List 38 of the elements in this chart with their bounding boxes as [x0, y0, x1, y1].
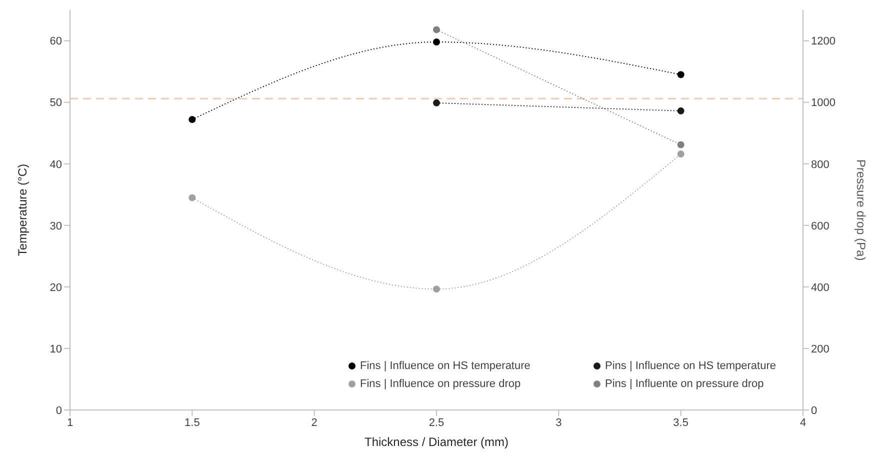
y-tick-label: 20: [50, 282, 62, 294]
point: [677, 71, 684, 78]
y-tick-label: 30: [50, 220, 62, 232]
legend-label: Pins | Influence on HS temperature: [605, 360, 776, 372]
point: [433, 38, 440, 46]
y-tick-label: 10: [50, 343, 62, 356]
y2-tick-label: 0: [811, 404, 818, 417]
y-tick-label: 0: [56, 404, 62, 417]
y-axis-title: Temperature (°C): [15, 164, 30, 256]
y-tick-label: 40: [50, 158, 62, 171]
legend-label: Pins | Influente on pressure drop: [605, 378, 764, 390]
point: [433, 99, 440, 106]
point: [188, 194, 196, 202]
y2-tick-label: 400: [811, 282, 830, 294]
point: [433, 26, 440, 34]
legend-label: Fins | Influence on HS temperature: [360, 360, 530, 372]
y2-tick-label: 200: [811, 343, 830, 356]
x-tick-label: 2.5: [428, 416, 444, 429]
x-axis-title: Thickness / Diameter (mm): [364, 435, 509, 449]
legend-label: Fins | Influence on pressure drop: [360, 378, 521, 390]
y2-tick-label: 800: [811, 158, 830, 171]
y-tick-label: 50: [50, 97, 62, 110]
x-tick-label: 2: [311, 416, 318, 429]
y2-tick-label: 1000: [811, 97, 836, 110]
point: [677, 107, 684, 114]
y2-axis-title: Pressure drop (Pa): [854, 159, 868, 261]
y2-tick-label: 600: [811, 220, 830, 232]
x-tick-label: 4: [800, 416, 806, 429]
x-tick-label: 3.5: [673, 416, 688, 429]
x-tick-label: 1.5: [184, 416, 200, 429]
point: [188, 116, 196, 124]
point: [433, 286, 440, 293]
x-tick-label: 1: [66, 416, 74, 429]
point: [677, 141, 684, 148]
x-tick-label: 3: [556, 416, 562, 429]
y2-tick-label: 1200: [811, 36, 836, 48]
point: [677, 150, 684, 158]
y-tick-label: 60: [50, 36, 62, 48]
